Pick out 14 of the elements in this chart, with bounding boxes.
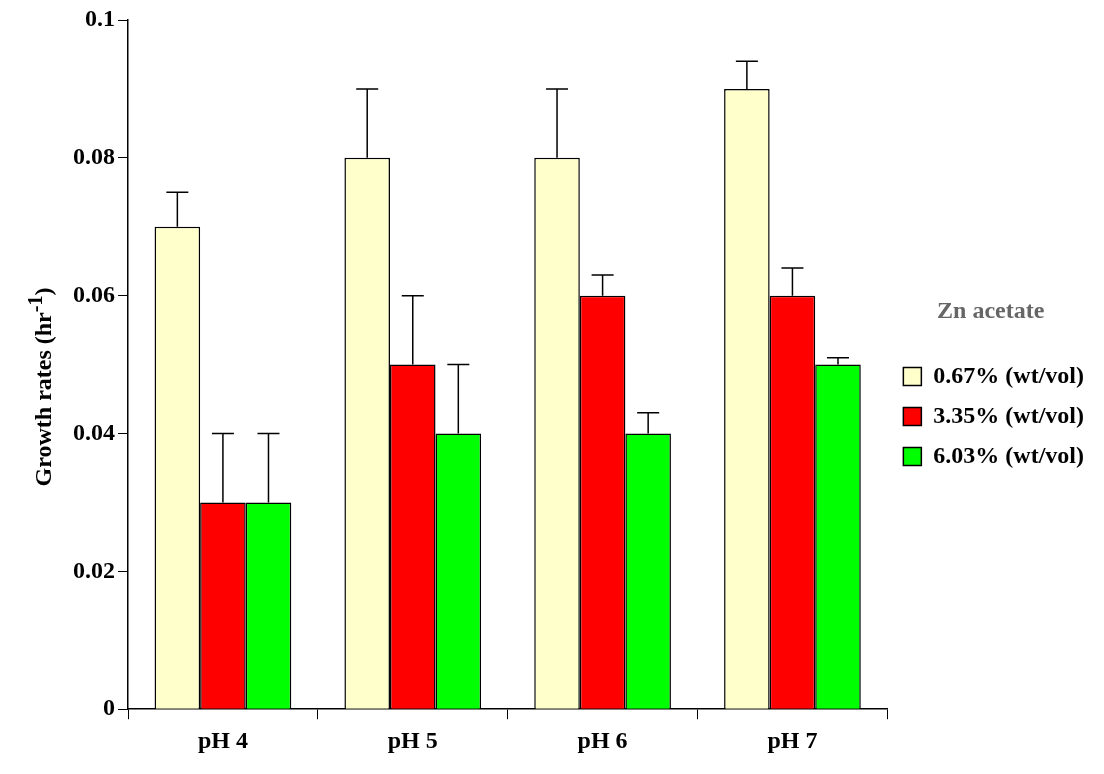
x-tick-label: pH 7 <box>767 726 818 753</box>
y-tick-label: 0.08 <box>73 143 115 170</box>
y-tick-label: 0.06 <box>73 280 115 307</box>
legend-title: Zn acetate <box>937 296 1045 323</box>
legend-label: 0.67% (wt/vol) <box>933 361 1085 388</box>
y-tick-label: 0.1 <box>85 5 115 32</box>
y-tick-label: 0 <box>103 694 115 721</box>
legend-label: 3.35% (wt/vol) <box>933 401 1085 428</box>
x-tick-label: pH 4 <box>197 726 248 753</box>
legend-label: 6.03% (wt/vol) <box>933 441 1085 468</box>
y-tick-label: 0.04 <box>73 418 115 445</box>
y-tick-label: 0.02 <box>73 556 115 583</box>
x-tick-label: pH 5 <box>387 726 438 753</box>
x-tick-label: pH 6 <box>577 726 628 753</box>
